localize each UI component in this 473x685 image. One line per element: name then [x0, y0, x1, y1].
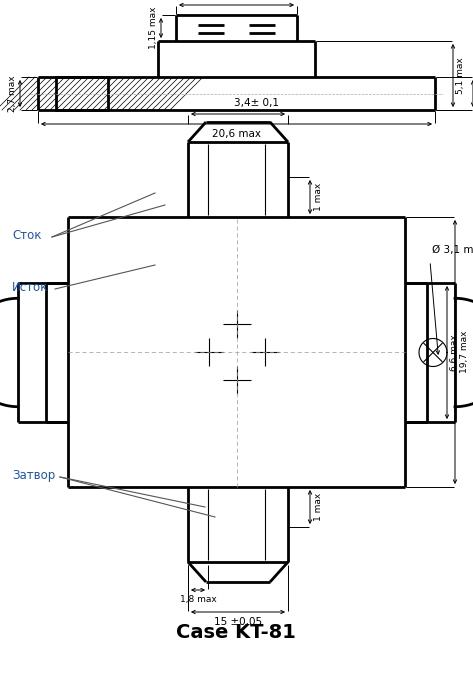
- Text: 6,6 max: 6,6 max: [450, 334, 459, 371]
- Text: Ø 3,1 min: Ø 3,1 min: [432, 245, 473, 255]
- Text: 1,8 max: 1,8 max: [180, 595, 216, 604]
- Text: 19,7 max: 19,7 max: [460, 331, 469, 373]
- Text: Исток: Исток: [12, 280, 48, 293]
- Text: Case KT-81: Case KT-81: [176, 623, 296, 643]
- Text: 1 max: 1 max: [314, 493, 323, 521]
- Text: Затвор: Затвор: [12, 469, 55, 482]
- Bar: [56, 77, 108, 110]
- Text: 20,6 max: 20,6 max: [212, 129, 261, 139]
- Text: Сток: Сток: [12, 229, 42, 242]
- Text: 1,15 max: 1,15 max: [149, 7, 158, 49]
- Text: 15 ±0,05: 15 ±0,05: [214, 617, 262, 627]
- Text: 1 max: 1 max: [314, 183, 323, 211]
- Text: 3,4± 0,1: 3,4± 0,1: [234, 98, 279, 108]
- Text: 5,1 max: 5,1 max: [456, 57, 465, 94]
- Text: 2,7 max: 2,7 max: [8, 75, 17, 112]
